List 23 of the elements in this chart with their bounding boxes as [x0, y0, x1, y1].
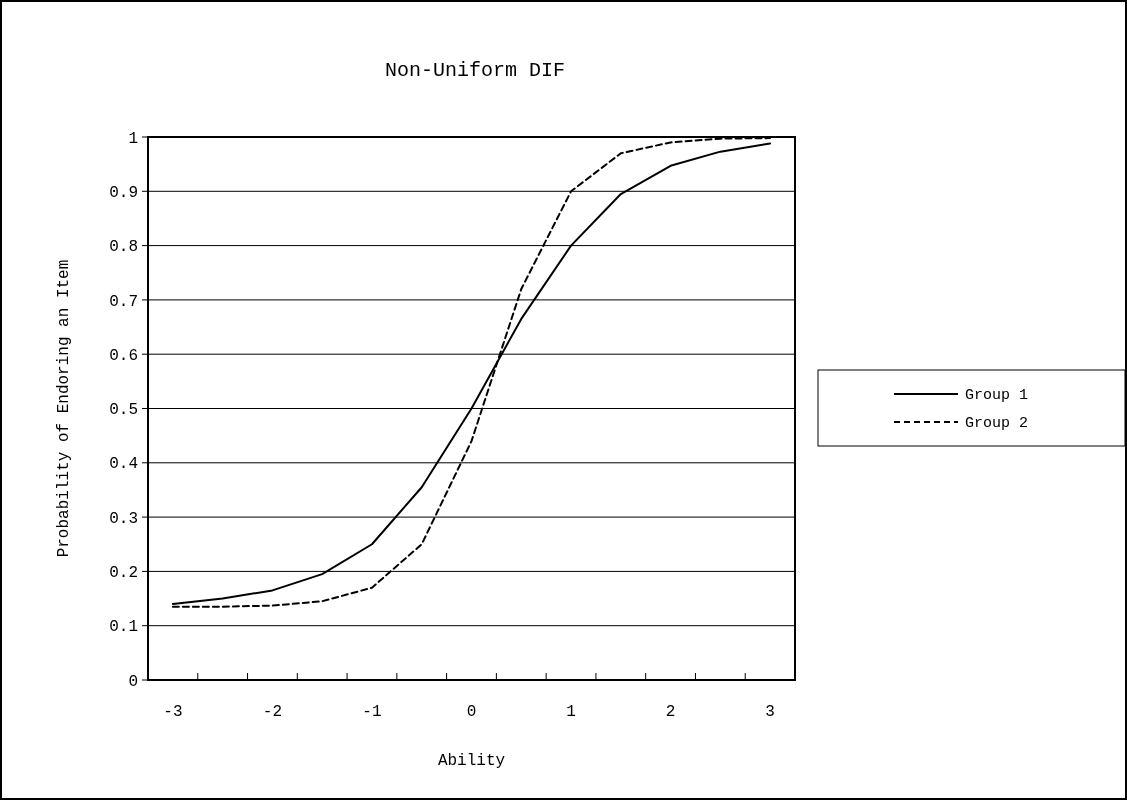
- x-tick-label: -3: [163, 703, 183, 721]
- x-tick-label: 1: [566, 703, 576, 721]
- y-tick-label: 0: [128, 672, 138, 691]
- chart-title: Non-Uniform DIF: [384, 59, 566, 82]
- x-tick-label: -2: [262, 703, 283, 721]
- y-tick-label: 0.4: [109, 455, 138, 474]
- legend-label: Group 2: [965, 415, 1029, 433]
- x-tick-label: -1: [362, 703, 382, 721]
- y-tick-label: 0.9: [109, 183, 138, 202]
- y-tick-label: 0.5: [109, 401, 138, 420]
- y-tick-label: 0.2: [109, 564, 138, 582]
- y-tick-label: 0.7: [109, 292, 138, 311]
- y-tick-label: 0.1: [109, 618, 138, 637]
- y-tick-label: 0.6: [109, 346, 138, 365]
- x-tick-label: 0: [466, 703, 477, 721]
- y-tick-label: 0.8: [109, 238, 138, 257]
- x-tick-label: 3: [765, 703, 775, 721]
- x-axis-title: Ability: [437, 752, 506, 770]
- x-tick-label: 2: [665, 703, 676, 721]
- legend-label: Group 1: [965, 387, 1029, 405]
- y-tick-label: 0.3: [109, 509, 138, 528]
- y-tick-label: 1: [128, 129, 138, 148]
- y-axis-title: Probability of Endoring an Item: [55, 259, 73, 558]
